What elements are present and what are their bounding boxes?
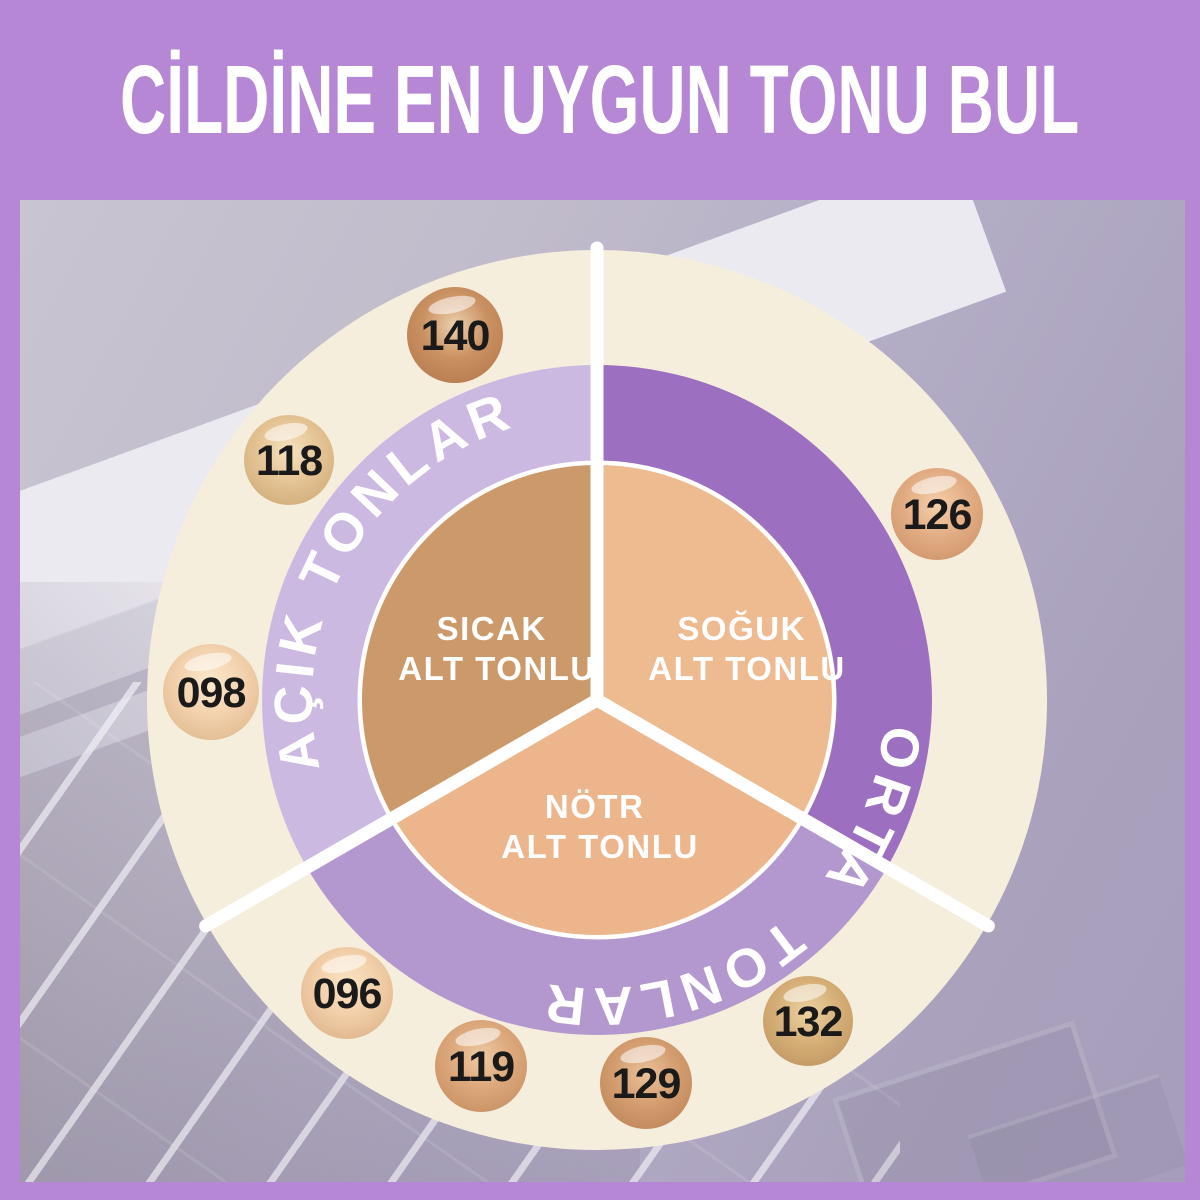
- swatch-highlight: [321, 954, 367, 974]
- shade-swatch-129: 129: [600, 1037, 692, 1129]
- shade-swatch-118: 118: [244, 415, 334, 505]
- ring-segment-medium-tones-light: [306, 817, 888, 1035]
- swatch-highlight: [783, 983, 827, 1003]
- shade-swatch-096: 096: [301, 947, 393, 1039]
- separator-lower-left: [199, 693, 604, 933]
- shade-swatch-119: 119: [435, 1020, 527, 1112]
- shade-swatch-126: 126: [891, 468, 983, 560]
- shade-code: 129: [612, 1060, 681, 1108]
- page-title: CİLDİNE EN UYGUN TONU BUL: [120, 45, 1080, 154]
- shade-code: 118: [256, 437, 322, 485]
- swatch-highlight: [184, 652, 232, 672]
- swatch-highlight: [620, 1044, 666, 1064]
- ring-segment-medium-tones-dark: [597, 365, 932, 868]
- cool-undertone-label: SOĞUK ALT TONLU: [648, 610, 845, 687]
- warm-undertone-label: SICAK ALT TONLU: [398, 610, 595, 687]
- shade-swatch-140: 140: [407, 287, 503, 383]
- wedge-neutral-undertone: [393, 700, 801, 935]
- shade-code: 132: [774, 998, 843, 1046]
- background-photo: AÇIK TONLAR ORTA TONLAR SICAK ALT TONLU …: [20, 200, 1185, 1182]
- shade-code: 096: [313, 970, 382, 1018]
- title-band: CİLDİNE EN UYGUN TONU BUL: [0, 0, 1200, 200]
- shade-code: 119: [448, 1043, 514, 1091]
- swatch-highlight: [428, 295, 476, 315]
- neutral-undertone-label: NÖTR ALT TONLU: [501, 788, 698, 865]
- shade-swatch-132: 132: [763, 976, 853, 1066]
- shade-code: 140: [421, 312, 490, 360]
- swatch-highlight: [264, 422, 308, 442]
- swatch-highlight: [911, 475, 957, 495]
- shade-swatch-098: 098: [163, 644, 259, 740]
- shade-code: 098: [177, 669, 246, 717]
- separator-lower-right: [590, 693, 995, 933]
- ring-segment-light-tones: [262, 365, 597, 868]
- shade-wheel: AÇIK TONLAR ORTA TONLAR SICAK ALT TONLU …: [147, 241, 1047, 1150]
- swatch-highlight: [455, 1027, 501, 1047]
- shade-code: 126: [903, 491, 972, 539]
